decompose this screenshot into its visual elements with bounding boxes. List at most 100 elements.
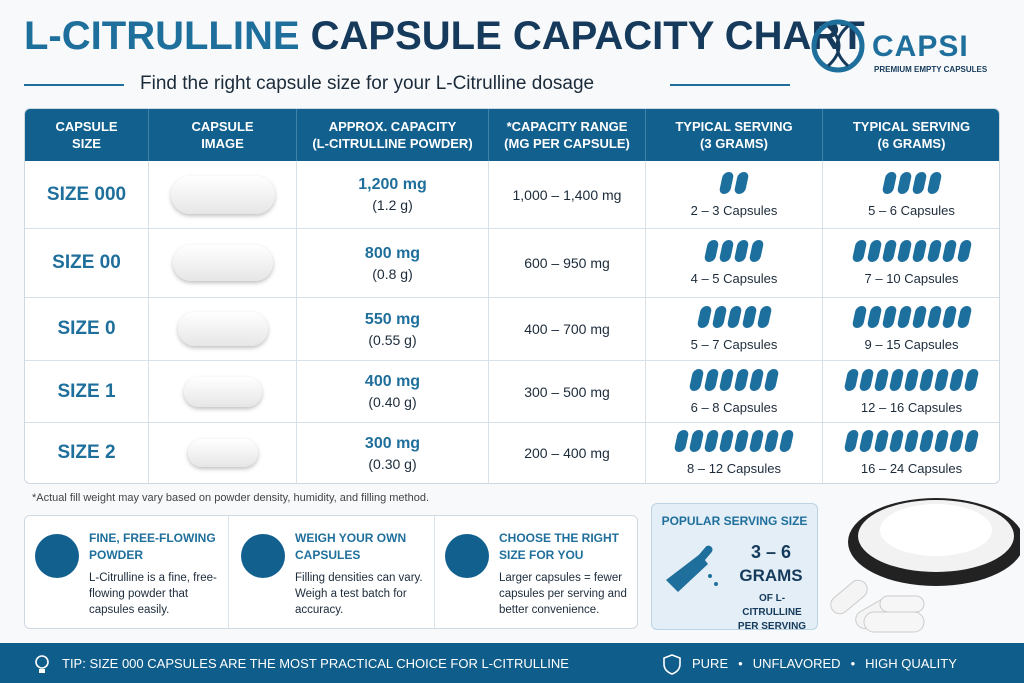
capsule-icon <box>896 171 912 194</box>
capsule-icon <box>843 430 860 452</box>
cell: SIZE 0 <box>25 298 149 361</box>
header-text: APPROX. CAPACITY <box>328 119 457 134</box>
capsule-icons <box>696 306 772 331</box>
feature-icon <box>241 534 285 578</box>
cell: 400 – 700 mg <box>489 298 646 361</box>
capsule-icons <box>703 240 765 265</box>
capsule-icon <box>911 240 927 262</box>
capsule-icon <box>941 240 957 262</box>
cell: 400 mg (0.40 g) <box>297 361 489 423</box>
capsule-icon <box>703 368 720 391</box>
capsule-icon <box>778 430 795 452</box>
cell: SIZE 1 <box>25 361 149 423</box>
capsule-icon <box>726 306 742 328</box>
capacity-grams: (1.2 g) <box>372 197 413 213</box>
cell: 200 – 400 mg <box>489 423 646 483</box>
cell: 5 – 6 Capsules <box>823 161 999 229</box>
capsule-icon <box>948 368 965 391</box>
popular-title: POPULAR SERVING SIZE <box>661 514 808 528</box>
capsule-icon <box>711 306 727 328</box>
capacity-grams: (0.8 g) <box>372 265 413 282</box>
badge: PURE <box>692 656 729 671</box>
header-cell: CAPSULE SIZE <box>25 109 149 161</box>
cell <box>149 361 297 423</box>
serving: 9 – 15 Capsules <box>864 337 959 352</box>
capsule-icon <box>851 240 867 262</box>
size-label: SIZE 00 <box>52 252 121 273</box>
cell: 800 mg (0.8 g) <box>297 229 489 298</box>
header-text: TYPICAL SERVING <box>675 119 793 134</box>
header-text: (MG PER CAPSULE) <box>504 136 630 151</box>
header-text: TYPICAL SERVING <box>852 119 971 134</box>
capsule-icon <box>748 430 765 452</box>
capacity: 800 mg <box>364 244 421 262</box>
capsule-icon <box>911 306 927 328</box>
capsule-icon <box>918 368 935 391</box>
cell: 300 mg (0.30 g) <box>297 423 489 483</box>
table: CAPSULE SIZE CAPSULE IMAGE APPROX. CAPACITY (… <box>24 108 1000 484</box>
cell: 1,000 – 1,400 mg <box>489 161 646 229</box>
capsule-icon <box>888 368 905 391</box>
capsule-icon <box>873 430 890 452</box>
title: L-CITRULLINE CAPSULE CAPACITY CHART <box>24 14 865 59</box>
feature-title: FINE, FREE-FLOWING POWDER <box>89 531 216 562</box>
cell <box>149 423 297 483</box>
size-label: SIZE 0 <box>57 318 116 339</box>
capsule-icon <box>881 306 897 328</box>
title-part: CAPSULE CAPACITY CHART <box>310 14 865 58</box>
powder-bowl <box>830 498 1020 633</box>
header-cell: *CAPACITY RANGE (MG PER CAPSULE) <box>489 109 646 161</box>
capsule-icon <box>703 430 720 452</box>
serving: 12 – 16 Capsules <box>860 399 963 415</box>
rule <box>670 84 790 86</box>
capsule-icon <box>963 368 980 391</box>
capsule-icon <box>881 171 897 194</box>
capsule-icon <box>843 368 860 391</box>
capsule-icon <box>866 306 882 328</box>
brand-logo <box>811 19 865 73</box>
capsule-image <box>170 175 275 214</box>
rule <box>24 84 124 86</box>
separator: • <box>850 656 856 671</box>
capsule-icon <box>741 306 757 328</box>
capsule-icon <box>896 306 912 328</box>
brand-tagline: PREMIUM EMPTY CAPSULES <box>874 65 988 74</box>
capacity-grams: (0.55 g) <box>368 331 417 348</box>
capsule-icon <box>733 368 750 391</box>
capsule-icon <box>673 430 690 452</box>
capacity: 300 mg <box>364 434 421 452</box>
capsule-icon <box>933 430 950 452</box>
cell <box>149 229 297 298</box>
feature-icon <box>35 534 79 578</box>
feature-title: WEIGH YOUR OWN CAPSULES <box>295 531 407 562</box>
capsule-icon <box>918 430 935 452</box>
capacity-grams: (0.30 g) <box>368 455 417 472</box>
capsule-icons <box>851 240 972 265</box>
capsule-icons <box>688 368 780 394</box>
separator: • <box>738 656 743 671</box>
capsule-icon <box>851 306 867 328</box>
capsule-icon <box>733 240 750 262</box>
serving: 16 – 24 Capsules <box>860 461 963 476</box>
scoop-icon <box>666 545 718 592</box>
subtitle: Find the right capsule size for your L-C… <box>140 73 595 94</box>
popular-box: POPULAR SERVING SIZE 3 – 6 GRAMS OF L-CI… <box>651 503 818 632</box>
serving: 5 – 7 Capsules <box>690 337 778 352</box>
capsule-icons <box>843 368 980 394</box>
capsule-icons <box>843 430 980 455</box>
capsule-icon <box>748 368 765 391</box>
capsule-icon <box>703 240 720 262</box>
capsule-icon <box>748 240 765 262</box>
footnote: *Actual fill weight may vary based on po… <box>32 492 430 504</box>
cell: 2 – 3 Capsules <box>646 161 823 229</box>
range: 300 – 500 mg <box>524 383 610 400</box>
cell: 5 – 7 Capsules <box>646 298 823 361</box>
cell: SIZE 000 <box>25 161 149 229</box>
brand-name: CAPSI <box>872 30 969 63</box>
feature-title: CHOOSE THE RIGHT SIZE FOR YOU <box>499 531 620 562</box>
title-part: L-CITRULLINE <box>24 14 300 58</box>
capacity: 550 mg <box>364 310 421 328</box>
feature: FINE, FREE-FLOWING POWDER L-Citrulline is… <box>25 516 229 628</box>
popular-unit: GRAMS <box>739 566 803 585</box>
